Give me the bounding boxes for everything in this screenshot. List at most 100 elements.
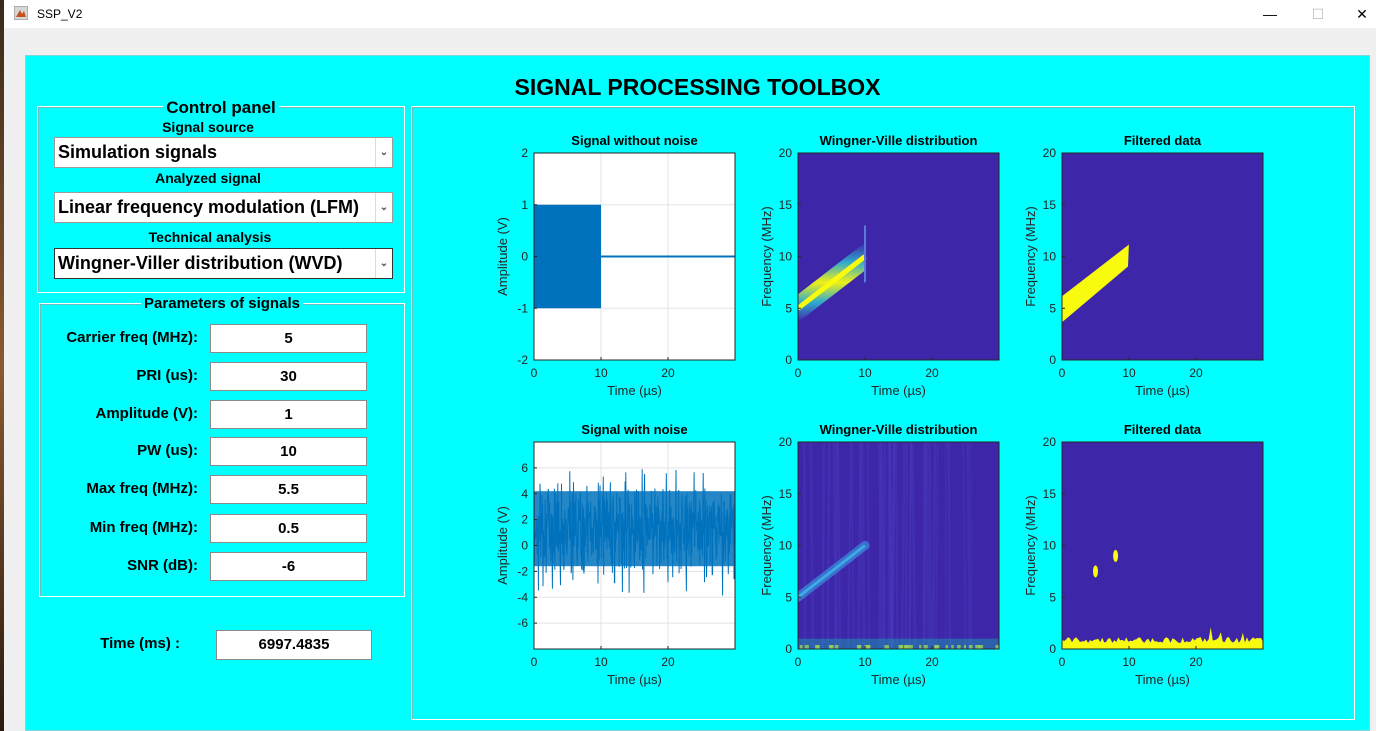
minimize-button[interactable]: — xyxy=(1263,6,1277,22)
wvd-streak xyxy=(910,442,917,649)
wvd-streak xyxy=(931,442,937,649)
wvd-streak xyxy=(947,442,952,649)
param-label: PW (us): xyxy=(137,442,198,459)
chevron-down-icon[interactable]: ⌄ xyxy=(375,138,392,167)
x-tick-label: 0 xyxy=(531,655,538,669)
y-tick-label: 10 xyxy=(1043,250,1057,264)
plot-5: 0 10 20 0 5 10 15 20 Wingner-Ville distribution T… xyxy=(759,422,1000,687)
signal-source-dropdown[interactable]: Simulation signals ⌄ xyxy=(54,137,393,168)
wvd-streak xyxy=(821,442,825,649)
plot-1: 0 10 20 -2 -1 0 1 2 Signal without noise Time (µs… xyxy=(495,133,736,398)
wvd-streak xyxy=(962,442,967,649)
window-titlebar[interactable]: SSP_V2 — ☐ ✕ xyxy=(4,0,1389,28)
x-axis-label: Time (µs) xyxy=(1135,383,1190,398)
pulse-fill xyxy=(534,204,601,309)
maximize-button[interactable]: ☐ xyxy=(1311,5,1325,22)
y-tick-label: -2 xyxy=(517,353,528,367)
x-tick-label: 20 xyxy=(925,655,939,669)
x-tick-label: 0 xyxy=(1059,655,1066,669)
wvd-noise-spot xyxy=(975,645,981,649)
param-label: PRI (us): xyxy=(136,367,198,384)
wvd-noise-spot xyxy=(957,645,961,649)
y-tick-label: 15 xyxy=(779,198,793,212)
chevron-down-icon[interactable]: ⌄ xyxy=(375,249,392,278)
x-axis-label: Time (µs) xyxy=(607,383,662,398)
wvd-noise-spot xyxy=(963,645,967,649)
y-tick-label: 15 xyxy=(1043,487,1057,501)
wvd-noise-floor xyxy=(798,638,999,649)
wvd-chirp-faint-core xyxy=(798,544,866,599)
wvd-noise-spot xyxy=(919,645,922,649)
y-tick-label: 10 xyxy=(779,539,793,553)
x-tick-label: 10 xyxy=(858,655,872,669)
plot-4: 0 10 20 -6 -4 -2 0 2 4 6 Signal with noise Time (µs… xyxy=(495,422,736,687)
close-button[interactable]: ✕ xyxy=(1356,5,1368,22)
param-field[interactable]: 1 xyxy=(210,400,367,429)
y-tick-label: 0 xyxy=(521,250,528,264)
wvd-noise-spot xyxy=(856,645,862,649)
chevron-down-icon[interactable]: ⌄ xyxy=(375,193,392,222)
y-tick-label: 5 xyxy=(785,590,792,604)
wvd-streak xyxy=(809,442,815,649)
x-tick-label: 0 xyxy=(795,366,802,380)
x-tick-label: 20 xyxy=(661,655,675,669)
y-tick-label: 20 xyxy=(1043,435,1057,449)
plot-title: Wingner-Ville distribution xyxy=(820,422,978,437)
analyzed-signal-value: Linear frequency modulation (LFM) xyxy=(58,197,360,217)
signal-source-value: Simulation signals xyxy=(58,142,218,162)
param-field[interactable]: 30 xyxy=(210,362,367,391)
param-label: Carrier freq (MHz): xyxy=(66,329,198,346)
wvd-streak xyxy=(832,442,838,649)
wvd-noise-spot xyxy=(995,645,999,649)
y-tick-label: 0 xyxy=(785,642,792,656)
y-axis-label: Frequency (MHz) xyxy=(759,206,774,306)
y-tick-label: 20 xyxy=(1043,146,1057,160)
param-field[interactable]: 10 xyxy=(210,437,367,466)
wvd-noise-spot xyxy=(978,645,984,649)
wvd-streak xyxy=(888,442,893,649)
y-tick-label: 0 xyxy=(1049,642,1056,656)
signal-trace xyxy=(534,204,735,309)
filtered-noise-floor xyxy=(1062,627,1263,649)
y-tick-label: 15 xyxy=(1043,198,1057,212)
x-tick-label: 20 xyxy=(661,366,675,380)
wvd-streak xyxy=(935,442,939,649)
technical-analysis-dropdown[interactable]: Wingner-Viller distribution (WVD) ⌄ xyxy=(54,248,393,279)
param-label: Amplitude (V): xyxy=(95,405,199,422)
param-field[interactable]: 5.5 xyxy=(210,475,367,504)
plot-title: Signal without noise xyxy=(571,133,697,148)
analyzed-signal-dropdown[interactable]: Linear frequency modulation (LFM) ⌄ xyxy=(54,192,393,223)
wvd-chirp-core xyxy=(798,254,867,311)
time-field[interactable]: 6997.4835 xyxy=(216,630,372,660)
x-axis-label: Time (µs) xyxy=(1135,672,1190,687)
y-tick-label: 0 xyxy=(785,353,792,367)
window-border xyxy=(1376,28,1389,731)
y-tick-label: 5 xyxy=(785,301,792,315)
x-tick-label: 20 xyxy=(1189,366,1203,380)
heatmap-content xyxy=(798,442,999,649)
x-tick-label: 10 xyxy=(1122,366,1136,380)
wvd-streak xyxy=(969,442,973,649)
param-field[interactable]: -6 xyxy=(210,552,367,581)
time-label: Time (ms) : xyxy=(100,635,180,652)
y-axis-label: Frequency (MHz) xyxy=(1023,206,1038,306)
wvd-streak xyxy=(834,442,838,649)
plot-2: 0 10 20 0 5 10 15 20 Wingner-Ville distribution T… xyxy=(759,133,1000,398)
wvd-streak xyxy=(908,442,912,649)
y-axis-label: Frequency (MHz) xyxy=(1023,495,1038,595)
wvd-noise-spot xyxy=(815,645,820,649)
wvd-noise-spot xyxy=(828,645,834,649)
heatmap-content xyxy=(1062,242,1129,323)
wvd-streak xyxy=(928,442,933,649)
param-label: SNR (dB): xyxy=(127,557,198,574)
param-field[interactable]: 0.5 xyxy=(210,514,367,543)
param-field[interactable]: 5 xyxy=(210,324,367,353)
wvd-noise-spot xyxy=(864,645,868,649)
heatmap-content xyxy=(798,225,867,323)
plot-area xyxy=(798,442,999,649)
y-tick-label: 10 xyxy=(1043,539,1057,553)
x-tick-label: 0 xyxy=(531,366,538,380)
y-tick-label: 15 xyxy=(779,487,793,501)
wvd-noise-spot xyxy=(884,645,889,649)
